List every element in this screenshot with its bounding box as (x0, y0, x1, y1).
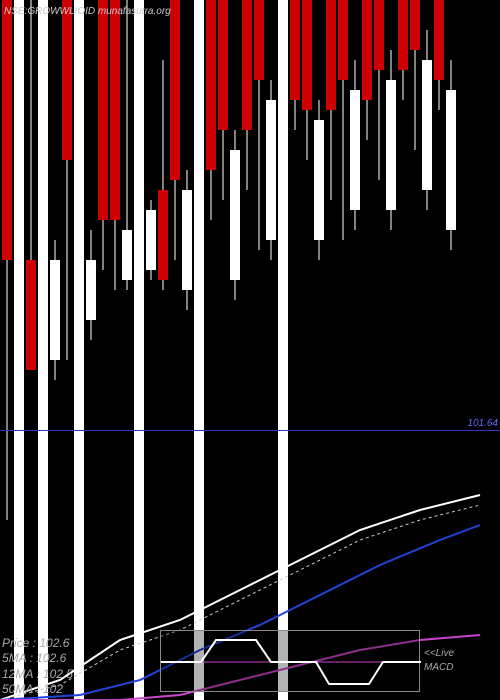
info-row: 5MA : 102.6 (2, 651, 73, 667)
candlestick-chart: NSE:GROWWLIOID munafasutra.org 101.64 <<… (0, 0, 500, 700)
info-row: Price : 102.6 (2, 636, 73, 652)
info-row: 12MA : 102.5 (2, 667, 73, 683)
price-info-box: Price : 102.65MA : 102.612MA : 102.550MA… (2, 636, 73, 698)
macd-svg (161, 631, 421, 693)
chart-header: NSE:GROWWLIOID munafasutra.org (4, 6, 171, 17)
info-row: 50MA : 102 (2, 682, 73, 698)
macd-panel-box (160, 630, 420, 692)
macd-live-label: <<Live (424, 648, 454, 659)
moving-averages-layer (0, 0, 500, 700)
macd-label: MACD (424, 662, 453, 673)
